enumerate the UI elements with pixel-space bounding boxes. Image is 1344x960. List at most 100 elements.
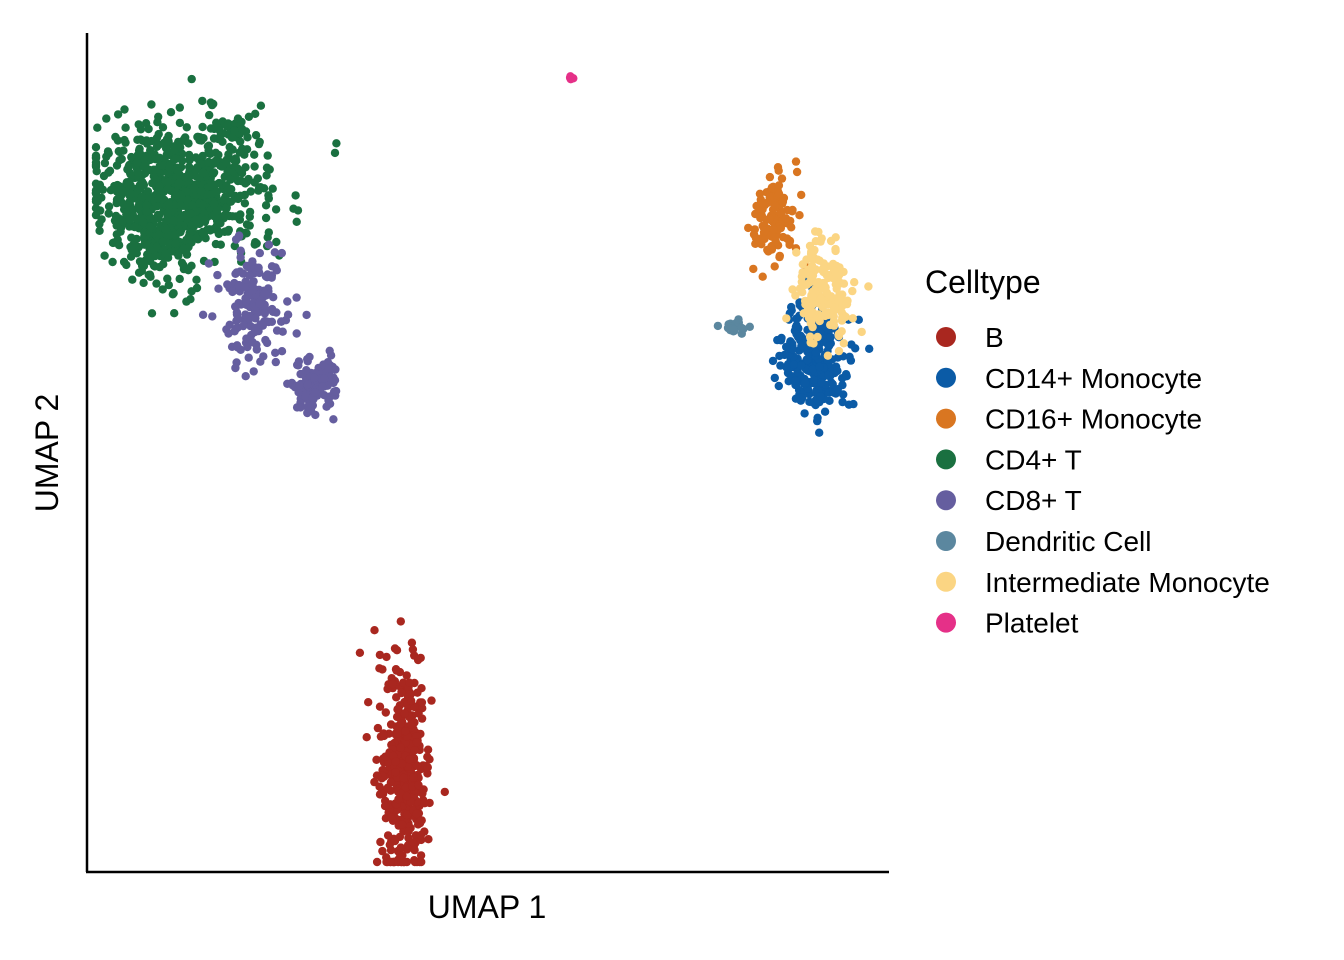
data-point: [211, 148, 220, 157]
series-dendritic-cell: [713, 315, 754, 338]
data-point: [147, 309, 157, 318]
data-point: [813, 416, 822, 426]
data-point: [176, 228, 185, 237]
data-point: [397, 688, 406, 698]
data-point: [232, 341, 242, 350]
data-point: [829, 266, 839, 275]
legend-key-b: [936, 327, 956, 347]
data-point: [791, 376, 800, 385]
data-point: [841, 312, 850, 322]
data-point: [417, 698, 427, 707]
data-point: [768, 356, 778, 366]
data-point: [787, 302, 796, 312]
data-point: [91, 188, 101, 197]
data-point: [864, 282, 873, 291]
data-point: [372, 755, 381, 764]
data-point: [848, 314, 857, 323]
data-point: [119, 200, 128, 209]
data-point: [425, 798, 434, 808]
data-point: [405, 678, 414, 687]
data-point: [172, 191, 181, 200]
data-point: [798, 260, 807, 269]
data-point: [268, 307, 278, 316]
data-point: [792, 167, 802, 177]
data-point: [120, 105, 129, 114]
data-point: [382, 652, 391, 662]
data-point: [134, 203, 143, 212]
data-point: [355, 648, 365, 657]
data-point: [809, 375, 818, 385]
data-point: [375, 650, 385, 660]
data-point: [222, 121, 231, 131]
data-point: [229, 155, 238, 164]
data-point: [760, 228, 769, 237]
data-point: [809, 246, 819, 255]
data-point: [427, 696, 436, 705]
data-point: [375, 664, 384, 673]
data-point: [797, 361, 806, 370]
data-point: [838, 290, 847, 299]
data-point: [406, 690, 415, 699]
data-point: [228, 212, 237, 221]
data-point: [244, 112, 254, 122]
data-point: [413, 688, 422, 697]
data-point: [254, 186, 263, 195]
data-point: [254, 263, 263, 272]
data-point: [164, 199, 173, 209]
data-point: [401, 783, 410, 792]
data-point: [159, 138, 169, 148]
data-point: [830, 303, 839, 312]
data-point: [132, 234, 141, 244]
data-point: [749, 264, 758, 274]
data-point: [91, 151, 101, 160]
data-point: [797, 190, 806, 200]
data-point: [260, 309, 269, 318]
data-point: [175, 103, 184, 112]
data-point: [834, 329, 844, 339]
data-point: [104, 209, 113, 218]
data-point: [370, 626, 379, 635]
data-point: [770, 373, 779, 383]
data-point: [865, 344, 874, 353]
data-point: [817, 378, 826, 387]
data-point: [750, 225, 759, 234]
data-point: [209, 134, 219, 143]
data-point: [261, 272, 271, 281]
data-point: [842, 299, 852, 309]
data-point: [729, 325, 739, 334]
data-point: [744, 223, 753, 233]
data-point: [216, 219, 225, 228]
legend-label-platelet: Platelet: [985, 608, 1079, 639]
data-point: [191, 215, 201, 224]
data-point: [148, 179, 157, 188]
data-point: [820, 407, 830, 416]
data-point: [95, 219, 104, 229]
data-point: [137, 192, 147, 202]
data-point: [332, 139, 341, 148]
data-point: [204, 183, 213, 192]
data-point: [125, 177, 134, 187]
data-point: [231, 324, 241, 333]
data-point: [127, 152, 136, 162]
data-point: [331, 386, 341, 396]
data-point: [765, 172, 775, 182]
data-point: [223, 280, 232, 289]
data-point: [249, 367, 258, 376]
data-point: [102, 114, 111, 123]
data-point: [409, 773, 418, 782]
data-point: [791, 157, 801, 166]
data-point: [173, 167, 183, 176]
data-point: [386, 720, 396, 729]
data-point: [242, 220, 252, 229]
data-point: [100, 251, 109, 260]
data-point: [236, 253, 245, 262]
x-axis-title: UMAP 1: [428, 889, 547, 925]
data-point: [272, 237, 281, 247]
data-point: [414, 780, 423, 790]
data-point: [268, 184, 277, 193]
data-point: [198, 96, 207, 106]
legend-label-cd14-monocyte: CD14+ Monocyte: [985, 363, 1202, 394]
data-point: [147, 100, 156, 109]
data-point: [221, 227, 230, 236]
data-point: [808, 292, 817, 301]
